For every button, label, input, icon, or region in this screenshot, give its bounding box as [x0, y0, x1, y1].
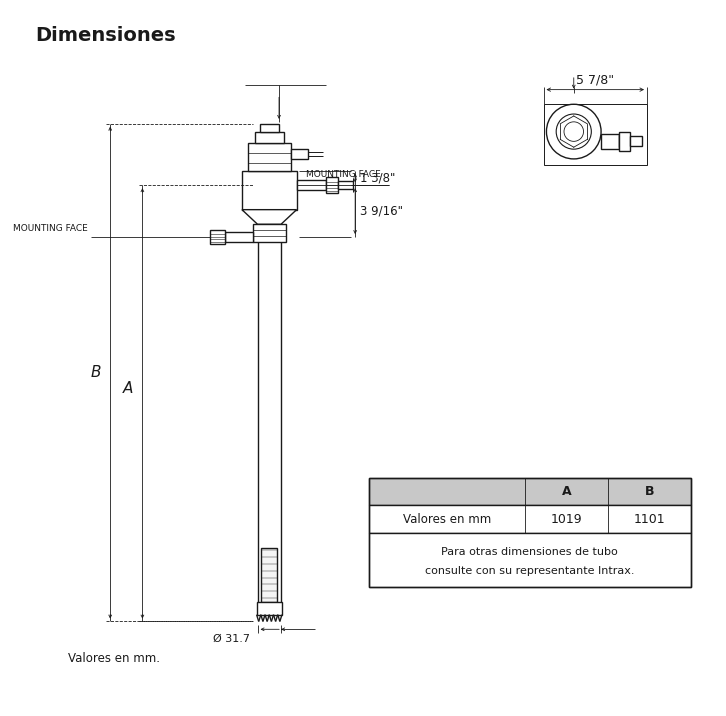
Bar	[242, 170, 297, 210]
Text: 5 7/8": 5 7/8"	[576, 73, 614, 87]
Bar	[326, 178, 338, 193]
Bar	[369, 478, 691, 505]
Text: Ø 31.7: Ø 31.7	[213, 634, 250, 644]
Polygon shape	[242, 210, 297, 224]
Text: consulte con su representante Intrax.: consulte con su representante Intrax.	[425, 566, 635, 576]
Bar	[253, 224, 286, 242]
Bar	[225, 232, 253, 242]
Bar	[256, 602, 282, 614]
Bar	[369, 533, 691, 587]
Bar	[369, 505, 691, 533]
Circle shape	[564, 122, 584, 141]
Text: 3 9/16": 3 9/16"	[360, 205, 403, 218]
Bar	[619, 132, 630, 151]
Text: B: B	[91, 365, 102, 380]
Bar	[290, 149, 309, 159]
Circle shape	[547, 105, 601, 159]
Bar	[248, 143, 290, 170]
Bar	[259, 124, 279, 132]
Text: Dimensiones: Dimensiones	[35, 26, 176, 45]
Text: 1 3/8": 1 3/8"	[360, 171, 396, 185]
Circle shape	[556, 114, 591, 149]
Bar	[601, 134, 619, 149]
Bar	[297, 180, 326, 190]
Text: A: A	[123, 381, 134, 396]
Text: Valores en mm.: Valores en mm.	[68, 652, 160, 665]
Text: Valores en mm: Valores en mm	[403, 513, 491, 526]
Bar	[261, 548, 277, 602]
Bar	[255, 132, 284, 143]
Text: 1101: 1101	[634, 513, 665, 526]
Bar	[544, 105, 647, 165]
Text: B: B	[645, 485, 654, 498]
Bar	[338, 181, 354, 189]
Text: Para otras dimensiones de tubo: Para otras dimensiones de tubo	[441, 547, 619, 557]
Bar	[369, 478, 691, 587]
Text: 1019: 1019	[550, 513, 582, 526]
Text: MOUNTING FACE: MOUNTING FACE	[13, 224, 88, 233]
Bar	[630, 137, 642, 146]
Bar	[619, 135, 627, 147]
Text: A: A	[562, 485, 571, 498]
Text: MOUNTING FACE: MOUNTING FACE	[306, 170, 381, 180]
Bar	[210, 230, 225, 244]
